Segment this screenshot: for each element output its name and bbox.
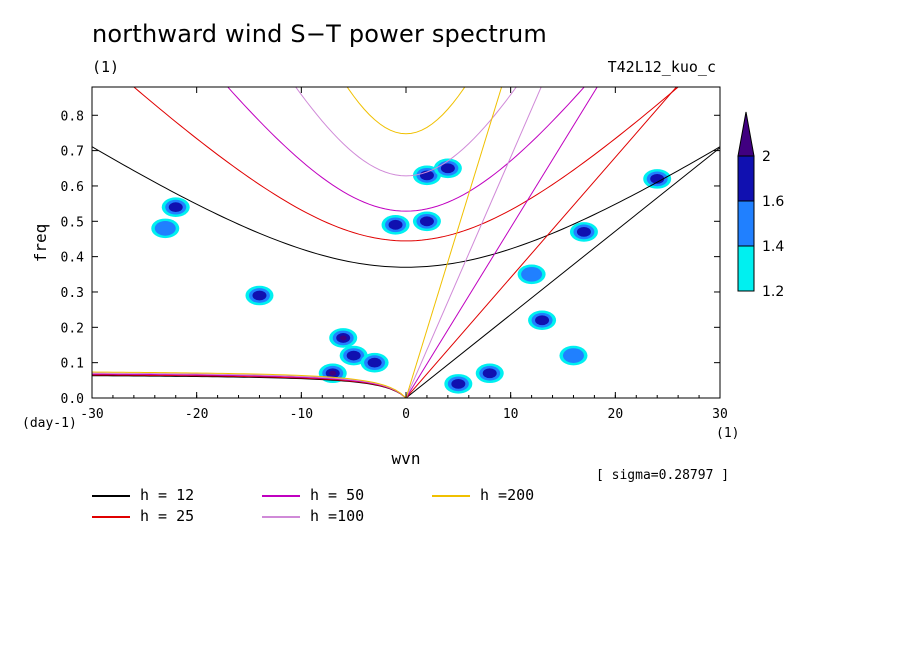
contour-blob: [154, 221, 176, 236]
legend-label: h = 12: [140, 486, 195, 504]
y-tick-label: 0.5: [61, 215, 84, 230]
legend-item-h25: h = 25: [92, 507, 194, 525]
kelvin-line-50: [405, 87, 598, 398]
x-tick-label: 20: [608, 407, 624, 422]
kelvin-line-100: [405, 87, 542, 398]
colorbar-label: 2: [762, 149, 771, 165]
contour-blob: [419, 216, 434, 227]
y-tick-label: 0.4: [61, 251, 85, 266]
rossby-curve-25: [92, 374, 407, 398]
colorbar-label: 1.2: [762, 284, 784, 300]
legend-swatch: [262, 515, 300, 518]
contour-blob: [650, 173, 665, 184]
x-axis-label: wvn: [392, 449, 421, 468]
legend-swatch: [432, 494, 470, 497]
kelvin-line-12: [405, 147, 720, 398]
legend-swatch: [92, 494, 130, 497]
legend-label: h =100: [310, 507, 365, 525]
ig-curve-12: [92, 146, 720, 268]
legend-item-h100: h =100: [262, 507, 364, 525]
contour-blob: [346, 350, 361, 361]
contour-blob: [329, 370, 337, 376]
y-tick-label: 0.2: [61, 321, 84, 336]
kelvin-line-200: [405, 87, 503, 398]
colorbar-segment: [737, 245, 755, 292]
contour-blob: [168, 202, 183, 213]
ig-curve-25: [133, 87, 679, 242]
rossby-curve-100: [92, 372, 407, 398]
legend-swatch: [262, 494, 300, 497]
legend-label: h =200: [480, 486, 535, 504]
y-unit-label: (day-1): [22, 416, 77, 431]
ig-curve-200: [346, 87, 466, 135]
legend-label: h = 25: [140, 507, 195, 525]
axis-layer: -30 -20 -10 0 10 20 30 0.0 0.1 0.2 0.3 0.4 0.5 0.6 0.7…: [61, 87, 728, 422]
contour-layer: [151, 158, 672, 394]
legend-item-h50: h = 50: [262, 486, 364, 504]
colorbar-segment: [737, 200, 755, 247]
colorbar-segment: [737, 155, 755, 202]
dispersion-curve-layer: [92, 87, 720, 398]
colorbar: 1.2 1.4 1.6 2: [737, 111, 784, 300]
run-name: T42L12_kuo_c: [607, 58, 716, 76]
x-tick-label: -30: [80, 407, 103, 422]
contour-blob: [521, 266, 543, 282]
y-tick-label: 0.6: [61, 180, 84, 195]
colorbar-arrow: [737, 111, 755, 157]
contour-blob: [576, 226, 591, 237]
chart-subtitle: (1): [92, 58, 120, 76]
legend-item-h12: h = 12: [92, 486, 194, 504]
x-tick-label: 30: [712, 407, 728, 422]
ig-curve-50: [227, 87, 585, 212]
x-unit-label: (1): [716, 426, 740, 441]
contour-blob: [535, 315, 550, 326]
contour-blob: [339, 335, 347, 341]
kelvin-line-25: [405, 87, 678, 398]
x-tick-label: -20: [185, 407, 208, 422]
contour-blob: [252, 290, 267, 301]
contour-blob: [482, 368, 497, 379]
colorbar-label: 1.4: [762, 239, 784, 255]
rossby-curve-12: [92, 375, 407, 398]
legend-label: h = 50: [310, 486, 365, 504]
legend-item-h200: h =200: [432, 486, 534, 504]
y-tick-label: 0.7: [61, 145, 84, 160]
colorbar-label: 1.6: [762, 194, 784, 210]
contour-blob: [440, 163, 455, 174]
x-tick-label: -10: [290, 407, 313, 422]
chart-title: northward wind S−T power spectrum: [92, 20, 548, 48]
sigma-label: [ sigma=0.28797 ]: [596, 468, 730, 483]
y-axis-label: freq: [31, 224, 50, 263]
y-tick-label: 0.3: [61, 286, 84, 301]
y-tick-label: 0.0: [61, 392, 84, 407]
y-tick-label: 0.8: [61, 109, 84, 124]
ig-curve-100: [295, 87, 517, 177]
contour-blob: [388, 219, 403, 230]
legend-swatch: [92, 515, 130, 518]
rossby-curve-200: [92, 371, 407, 398]
rossby-curve-50: [92, 373, 407, 398]
x-tick-label: 10: [503, 407, 519, 422]
contour-blob: [451, 378, 466, 389]
contour-blob: [562, 348, 584, 363]
contour-blob: [367, 357, 382, 368]
y-tick-label: 0.1: [61, 357, 84, 372]
x-tick-label: 0: [402, 407, 410, 422]
